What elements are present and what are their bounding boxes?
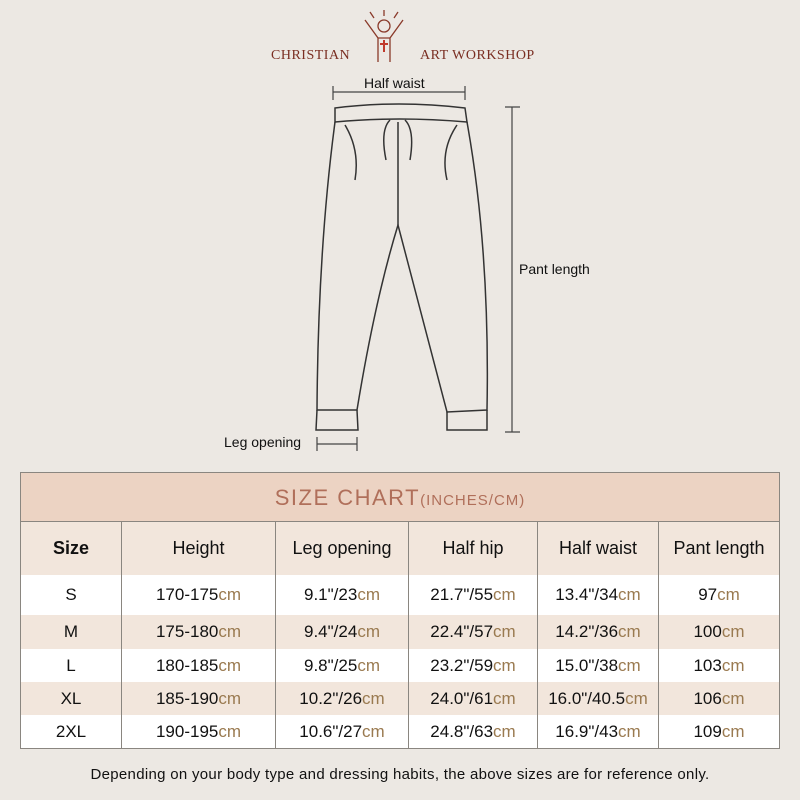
header-cell: Height xyxy=(122,522,276,575)
table-header: Size Height Leg opening Half hip Half wa… xyxy=(21,522,779,575)
brand-left: CHRISTIAN xyxy=(271,48,351,63)
half-waist-label: Half waist xyxy=(364,75,425,91)
leg-cell: 10.6"/27 cm xyxy=(276,715,409,748)
size-cell: M xyxy=(21,615,122,649)
length-cell: 100 cm xyxy=(693,622,745,641)
header-cell: Pant length xyxy=(673,538,765,558)
waist-cell: 16.0"/40.5 cm xyxy=(538,682,659,715)
header-cell: Half hip xyxy=(409,522,538,575)
title-text: SIZE CHART xyxy=(274,485,421,510)
table-row: M 175-180 cm 9.4"/24 cm 22.4"/57 cm 14.2"/36 cm 1… xyxy=(21,615,779,649)
length-cell: 103 cm xyxy=(693,655,745,675)
length-cell: 109 cm xyxy=(693,721,745,741)
hip-cell: 24.8"/63 cm xyxy=(409,715,538,748)
size-cell: 2XL xyxy=(21,715,122,748)
size-cell: XL xyxy=(21,682,122,715)
size-chart-title: SIZE CHART(INCHES/CM) xyxy=(21,473,779,522)
waist-cell: 16.9"/43 cm xyxy=(538,715,659,748)
pants-diagram xyxy=(315,10,520,451)
table-row: S 170-175 cm 9.1"/23 cm 21.7"/55 cm 13.4"/34 cm 9… xyxy=(21,575,779,615)
leg-opening-label: Leg opening xyxy=(224,434,302,450)
leg-cell: 10.2"/26 cm xyxy=(276,682,409,715)
size-cell: S xyxy=(21,575,122,615)
table-row: L 180-185 cm 9.8"/25 cm 23.2"/59 cm 15.0"/38 cm 1… xyxy=(21,649,779,682)
logo-icon xyxy=(364,10,404,62)
footer-note: Depending on your body type and dressing… xyxy=(90,766,710,783)
height-cell: 190-195 cm xyxy=(122,715,276,748)
leg-cell: 9.4"/24 cm xyxy=(276,615,409,649)
header-cell: Leg opening xyxy=(276,522,409,575)
leg-cell: 9.1"/23 cm xyxy=(276,575,409,615)
hip-cell: 24.0"/61 cm xyxy=(409,682,538,715)
length-cell: 97 cm xyxy=(698,585,740,604)
size-cell: L xyxy=(21,649,122,682)
waist-cell: 14.2"/36 cm xyxy=(538,615,659,649)
pant-length-label: Pant length xyxy=(519,261,590,277)
height-cell: 185-190 cm xyxy=(122,682,276,715)
pants-outline-icon xyxy=(315,103,489,431)
brand-right: ART WORKSHOP xyxy=(420,48,535,63)
length-cell: 106 cm xyxy=(693,688,745,708)
waist-cell: 13.4"/34 cm xyxy=(538,575,659,615)
hip-cell: 23.2"/59 cm xyxy=(409,649,538,682)
height-cell: 170-175 cm xyxy=(122,575,276,615)
header-cell: Half waist xyxy=(538,522,659,575)
size-chart-table: SIZE CHART(INCHES/CM) Size Height Leg op… xyxy=(20,472,780,749)
height-cell: 175-180 cm xyxy=(122,615,276,649)
hip-cell: 21.7"/55 cm xyxy=(409,575,538,615)
leg-cell: 9.8"/25 cm xyxy=(276,649,409,682)
hip-cell: 22.4"/57 cm xyxy=(409,615,538,649)
header-cell: Size xyxy=(21,522,122,575)
table-row: 2XL 190-195 cm 10.6"/27 cm 24.8"/63 cm 16.9"/43… xyxy=(21,715,779,748)
height-cell: 180-185 cm xyxy=(122,649,276,682)
table-row: XL 185-190 cm 10.2"/26 cm 24.0"/61 cm 16.0"/40.… xyxy=(21,682,779,715)
title-units: (INCHES/CM) xyxy=(420,492,526,509)
waist-cell: 15.0"/38 cm xyxy=(538,649,659,682)
